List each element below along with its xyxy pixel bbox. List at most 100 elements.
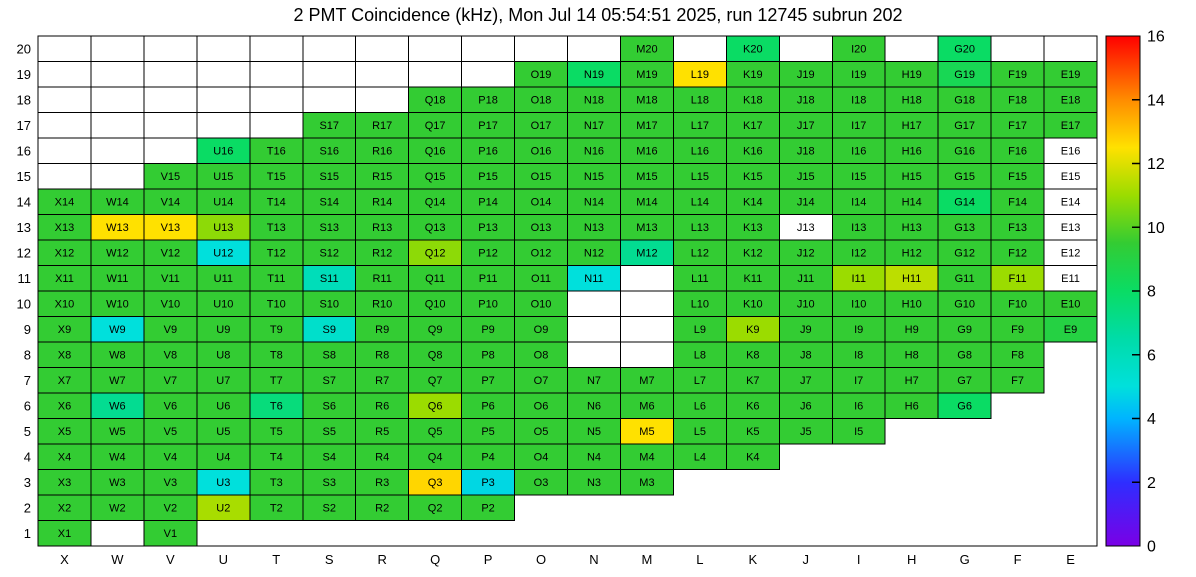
- heatmap-cell-label: H13: [902, 222, 922, 234]
- heatmap-cell-label: J18: [797, 95, 815, 107]
- heatmap-cell-label: G17: [954, 120, 975, 132]
- y-axis-tick-label: 8: [24, 347, 31, 362]
- heatmap-cell-label: F10: [1008, 299, 1027, 311]
- heatmap-cell: [1043, 163, 1098, 190]
- heatmap-cell: [990, 188, 1045, 215]
- heatmap-cell: [143, 290, 198, 317]
- heatmap-cell: [937, 265, 992, 292]
- heatmap-cell-label: Q11: [425, 273, 445, 285]
- heatmap-cell-label: J8: [800, 350, 812, 362]
- heatmap-cell-empty: [567, 35, 621, 62]
- heatmap-cell-label: P10: [478, 299, 498, 311]
- heatmap-cell: [302, 163, 357, 190]
- heatmap-cell-label: M20: [636, 44, 657, 56]
- heatmap-cell: [355, 265, 410, 292]
- y-axis-tick-label: 11: [18, 271, 32, 286]
- heatmap-cell-label: W7: [109, 375, 126, 387]
- heatmap-cell-label: J18: [797, 146, 815, 158]
- heatmap-cell: [937, 188, 992, 215]
- heatmap-cell-label: X8: [58, 350, 71, 362]
- heatmap-cell-label: U4: [216, 452, 230, 464]
- heatmap-cell-empty: [884, 35, 939, 62]
- heatmap-cell-label: S8: [322, 350, 335, 362]
- heatmap-cell-label: W10: [106, 299, 129, 311]
- heatmap-cell: [302, 214, 357, 241]
- heatmap-cell-empty: [90, 61, 145, 88]
- heatmap-cell-empty: [355, 61, 410, 88]
- heatmap-cell: [1043, 265, 1098, 292]
- heatmap-cell-label: P18: [478, 95, 498, 107]
- heatmap-cell-label: X10: [55, 299, 75, 311]
- heatmap-cell-label: P5: [481, 426, 494, 438]
- x-axis-tick-label: M: [642, 552, 653, 567]
- heatmap-cell: [143, 316, 198, 343]
- heatmap-cell: [778, 137, 833, 164]
- heatmap-cell: [302, 392, 357, 419]
- x-axis-tick-label: W: [111, 552, 124, 567]
- heatmap-cell: [725, 443, 780, 470]
- heatmap-cell: [672, 112, 727, 139]
- heatmap-cell-empty: [37, 35, 92, 62]
- heatmap-cell: [778, 86, 833, 113]
- heatmap-cell-empty: [461, 61, 516, 88]
- heatmap-cell-label: G11: [955, 273, 975, 285]
- heatmap-cell-label: M15: [636, 171, 657, 183]
- heatmap-cell-label: O10: [531, 299, 552, 311]
- heatmap-cell-label: R5: [375, 426, 389, 438]
- heatmap-cell-label: K18: [743, 95, 763, 107]
- heatmap-cell-empty: [302, 35, 357, 62]
- x-axis-tick-label: T: [272, 552, 280, 567]
- heatmap-cell: [778, 316, 833, 343]
- heatmap-cell-label: E19: [1061, 69, 1081, 81]
- heatmap-cell-label: G13: [954, 222, 975, 234]
- heatmap-cell-label: S15: [319, 171, 339, 183]
- heatmap-cell: [408, 163, 463, 190]
- heatmap-cell-label: R12: [372, 248, 392, 260]
- heatmap-cell-empty: [514, 35, 568, 62]
- heatmap-cell-label: X9: [58, 324, 71, 336]
- heatmap-cell-empty: [37, 163, 92, 190]
- x-axis-tick-label: V: [166, 552, 175, 567]
- heatmap-cell: [143, 239, 198, 266]
- heatmap-cell-label: U6: [216, 401, 230, 413]
- heatmap-cell: [725, 214, 780, 241]
- heatmap-cell: [37, 239, 92, 266]
- heatmap-cell-label: G18: [954, 95, 975, 107]
- y-axis-tick-label: 1: [24, 526, 31, 541]
- heatmap-cell-empty: [619, 265, 674, 292]
- heatmap-cell-label: G20: [954, 44, 975, 56]
- heatmap-cell-empty: [249, 86, 304, 113]
- heatmap-cell-label: P12: [478, 248, 498, 260]
- heatmap-cell: [567, 418, 621, 445]
- heatmap-cell: [461, 86, 516, 113]
- heatmap-cell-label: U2: [216, 503, 230, 515]
- heatmap-cell-empty: [619, 341, 674, 368]
- heatmap-cell-label: F11: [1009, 273, 1027, 285]
- heatmap-cell-label: P7: [481, 375, 494, 387]
- heatmap-cell-label: O19: [531, 69, 552, 81]
- heatmap-cell-label: N13: [584, 222, 604, 234]
- heatmap-cell: [90, 341, 145, 368]
- heatmap-cell-empty: [249, 112, 304, 139]
- heatmap-cell-label: F7: [1011, 375, 1024, 387]
- heatmap-cell-empty: [90, 112, 145, 139]
- heatmap-cell-label: F12: [1008, 248, 1027, 260]
- x-axis-tick-label: G: [960, 552, 970, 567]
- heatmap-cell-label: O4: [534, 452, 549, 464]
- heatmap-cell: [1043, 316, 1098, 343]
- heatmap-cell-label: K17: [743, 120, 763, 132]
- heatmap-cell-label: I18: [851, 95, 866, 107]
- heatmap-cell: [514, 137, 568, 164]
- heatmap-cell-label: O9: [534, 324, 549, 336]
- heatmap-cell: [37, 367, 92, 394]
- heatmap-cell: [249, 418, 304, 445]
- heatmap-cell-label: K4: [746, 452, 759, 464]
- heatmap-cell-label: V10: [161, 299, 181, 311]
- heatmap-cell-label: W9: [109, 324, 126, 336]
- heatmap-cell-label: Q2: [428, 503, 443, 515]
- heatmap-cell-label: S12: [319, 248, 339, 260]
- heatmap-cell-empty: [196, 112, 251, 139]
- heatmap-cell-label: V2: [164, 503, 177, 515]
- heatmap-cell-label: V11: [161, 273, 180, 285]
- heatmap-cell-label: H12: [902, 248, 922, 260]
